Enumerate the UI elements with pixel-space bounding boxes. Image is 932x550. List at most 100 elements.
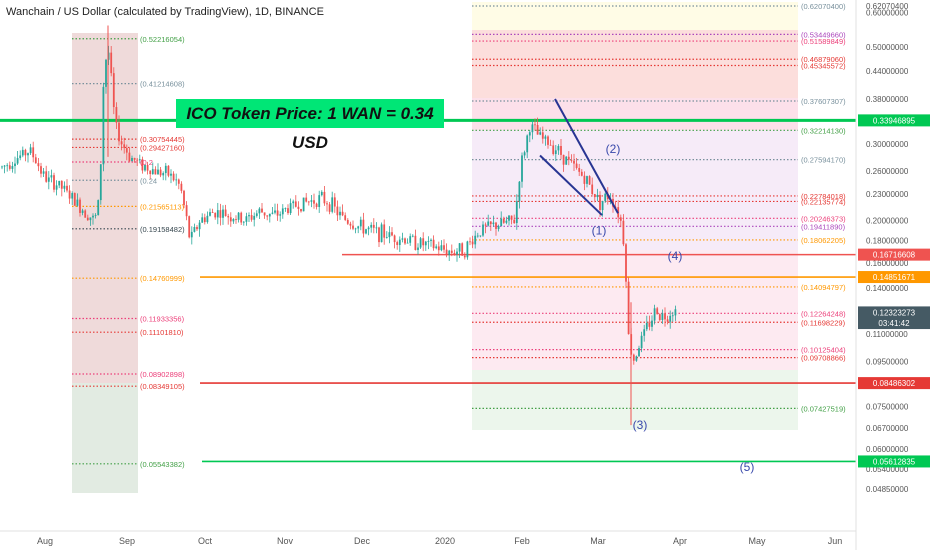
candle-body	[232, 218, 235, 222]
candle-body	[81, 210, 84, 213]
candle-body	[375, 227, 378, 229]
candle-body	[320, 191, 323, 196]
candle-body	[518, 181, 521, 202]
price-tag-label: 0.12323273	[873, 308, 916, 317]
candle-body	[398, 239, 401, 245]
candle-body	[333, 197, 336, 207]
candle-body	[645, 322, 648, 330]
wave-label: (2)	[606, 142, 621, 156]
candle-body	[489, 221, 492, 225]
price-tag-label: 03:41:42	[878, 319, 910, 328]
candle-body	[177, 179, 180, 184]
candle-body	[123, 144, 126, 149]
candle-body	[336, 206, 339, 216]
candle-body	[227, 216, 230, 218]
candle-body	[422, 238, 425, 246]
candle-body	[172, 173, 175, 181]
y-tick-label: 0.06700000	[866, 424, 909, 433]
y-tick-label: 0.30000000	[866, 140, 909, 149]
y-tick-label: 0.14000000	[866, 284, 909, 293]
candle-body	[643, 329, 646, 336]
candle-body	[263, 212, 266, 216]
candle-body	[1, 166, 3, 168]
candle-body	[528, 132, 531, 136]
candle-body	[305, 197, 308, 202]
candle-body	[560, 146, 562, 155]
candle-body	[487, 221, 490, 226]
candle-body	[79, 199, 81, 213]
candle-body	[302, 197, 305, 212]
candle-body	[625, 244, 627, 282]
candle-body	[279, 214, 282, 216]
candle-body	[318, 195, 321, 208]
candle-body	[149, 170, 152, 175]
candle-body	[463, 255, 466, 258]
y-tick-label: 0.44000000	[866, 67, 909, 76]
price-tags: 0.33946895 0.16716608 0.14851671 0.12323273…	[858, 114, 930, 468]
candle-body	[55, 185, 58, 190]
candle-body	[40, 166, 42, 174]
candle-body	[619, 217, 622, 221]
candle-body	[578, 167, 581, 172]
candle-body	[245, 216, 248, 222]
price-tag-bg	[858, 114, 930, 127]
y-tick-label: 0.06000000	[866, 445, 909, 454]
fib-label-right: (0.46879060)	[801, 55, 846, 64]
price-tag-bg	[858, 455, 930, 468]
candle-body	[469, 241, 471, 243]
candlestick-series	[1, 25, 677, 426]
candle-body	[661, 313, 664, 320]
candle-body	[658, 314, 661, 320]
price-tag-label: 0.14851671	[873, 273, 916, 282]
candle-body	[175, 179, 178, 181]
fib-label-left: (0.11933356)	[140, 315, 185, 324]
candle-body	[365, 229, 367, 234]
fib-label-left: (0.2	[140, 158, 153, 167]
candle-body	[385, 237, 388, 238]
candle-body	[60, 180, 63, 189]
candle-body	[671, 315, 674, 317]
candle-body	[466, 241, 469, 258]
candle-body	[157, 169, 159, 175]
candle-body	[664, 313, 666, 320]
candle-body	[29, 147, 32, 154]
y-tick-label: 0.62070400	[866, 2, 909, 11]
x-tick-label: Apr	[673, 536, 687, 546]
candle-body	[138, 159, 141, 161]
candle-body	[92, 215, 94, 218]
wave-label: (1)	[592, 223, 607, 237]
candle-body	[71, 193, 74, 199]
fib-label-right: (0.14094797)	[801, 283, 846, 292]
price-tag-bg	[858, 248, 930, 261]
candle-body	[450, 250, 453, 253]
candle-body	[445, 249, 448, 255]
candle-body	[214, 212, 217, 218]
candle-body	[144, 164, 146, 171]
candle-body	[94, 215, 97, 216]
candle-body	[118, 122, 120, 142]
candle-body	[203, 217, 206, 223]
fib-label-left: (0.08902898)	[140, 370, 185, 379]
candle-body	[357, 226, 360, 229]
wave-label: (5)	[740, 460, 755, 474]
candle-body	[141, 159, 144, 171]
candle-body	[383, 224, 386, 238]
candle-body	[180, 183, 183, 191]
candle-body	[453, 252, 456, 255]
candle-body	[89, 217, 92, 221]
candle-body	[183, 190, 185, 206]
candle-body	[635, 356, 638, 361]
x-tick-label: Aug	[37, 536, 53, 546]
trend-line-lower	[539, 154, 603, 216]
fib-label-right: (0.19411890)	[801, 222, 846, 231]
candle-body	[266, 215, 269, 217]
candle-body	[396, 242, 399, 245]
candle-body	[73, 193, 76, 206]
candle-body	[521, 155, 523, 182]
fib-label-left: (0.11101810)	[140, 328, 184, 337]
y-tick-label: 0.38000000	[866, 95, 909, 104]
candle-body	[133, 157, 136, 160]
candle-body	[261, 208, 263, 213]
candle-body	[240, 212, 243, 223]
